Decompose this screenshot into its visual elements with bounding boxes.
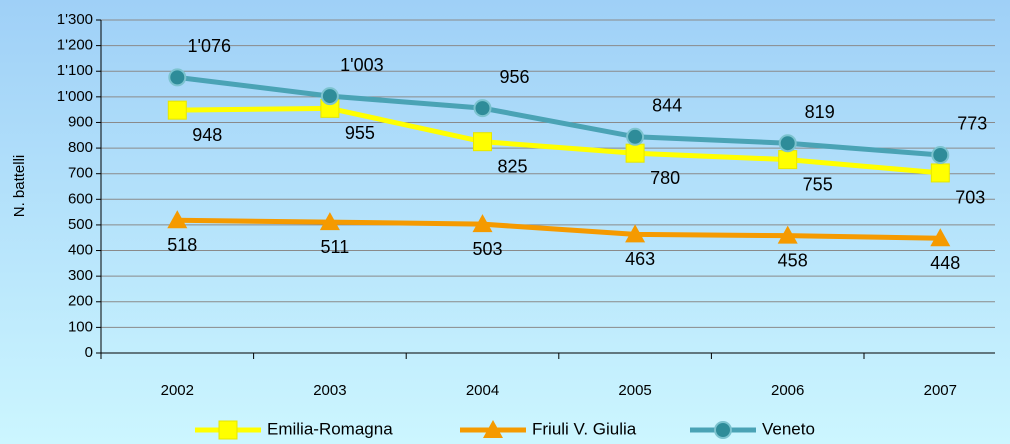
marker bbox=[472, 214, 493, 233]
series-line bbox=[177, 217, 941, 241]
y-axis-label: N. battelli bbox=[11, 155, 28, 218]
marker bbox=[168, 68, 187, 87]
marker bbox=[777, 225, 798, 244]
marker bbox=[625, 143, 645, 163]
x-tick-label: 2004 bbox=[466, 382, 499, 399]
legend-label: Friuli V. Giulia bbox=[532, 419, 637, 438]
data-label: 955 bbox=[345, 123, 375, 143]
y-tick-label: 700 bbox=[68, 165, 93, 182]
y-tick-label: 900 bbox=[68, 113, 93, 130]
data-label: 773 bbox=[957, 114, 987, 134]
x-tick-label: 2002 bbox=[161, 382, 194, 399]
y-tick-label: 1'200 bbox=[57, 37, 93, 54]
data-label: 518 bbox=[167, 235, 197, 255]
marker bbox=[931, 145, 950, 164]
data-label: 503 bbox=[472, 239, 502, 259]
marker bbox=[625, 224, 646, 243]
marker bbox=[473, 99, 492, 118]
legend-marker bbox=[218, 420, 238, 440]
y-tick-label: 100 bbox=[68, 318, 93, 335]
y-tick-label: 1'000 bbox=[57, 88, 93, 105]
legend-label: Emilia-Romagna bbox=[267, 419, 393, 438]
marker bbox=[930, 228, 951, 247]
y-tick-label: 400 bbox=[68, 242, 93, 259]
data-label: 448 bbox=[930, 253, 960, 273]
y-tick-label: 300 bbox=[68, 267, 93, 284]
marker bbox=[473, 132, 492, 152]
data-label: 1'076 bbox=[188, 36, 231, 56]
data-label: 825 bbox=[497, 156, 527, 176]
y-tick-label: 500 bbox=[68, 216, 93, 233]
marker bbox=[930, 163, 950, 183]
marker bbox=[626, 127, 645, 146]
data-label: 956 bbox=[499, 67, 529, 87]
data-label: 1'003 bbox=[340, 55, 383, 75]
data-label: 458 bbox=[778, 250, 808, 270]
marker bbox=[167, 100, 187, 120]
x-tick-label: 2007 bbox=[924, 382, 957, 399]
y-tick-label: 1'300 bbox=[57, 11, 93, 28]
marker bbox=[319, 212, 340, 231]
data-label: 755 bbox=[803, 174, 833, 194]
y-tick-label: 0 bbox=[85, 344, 93, 361]
marker bbox=[778, 150, 798, 170]
data-label: 463 bbox=[625, 249, 655, 269]
y-tick-label: 1'100 bbox=[57, 62, 93, 79]
marker bbox=[778, 134, 797, 153]
series-line bbox=[177, 105, 941, 176]
data-label: 511 bbox=[321, 237, 350, 257]
data-label: 844 bbox=[652, 96, 682, 116]
y-tick-label: 200 bbox=[68, 293, 93, 310]
x-tick-label: 2003 bbox=[313, 382, 346, 399]
data-label: 780 bbox=[650, 168, 680, 188]
legend-label: Veneto bbox=[762, 419, 815, 438]
data-label: 703 bbox=[955, 188, 985, 208]
x-tick-label: 2006 bbox=[771, 382, 804, 399]
data-label: 948 bbox=[192, 125, 222, 145]
marker bbox=[320, 87, 339, 106]
legend-marker bbox=[483, 420, 503, 438]
series-line bbox=[176, 74, 941, 158]
legend-marker bbox=[714, 421, 732, 439]
x-tick-label: 2005 bbox=[618, 382, 651, 399]
y-tick-label: 800 bbox=[68, 139, 93, 156]
marker bbox=[167, 210, 188, 229]
y-tick-label: 600 bbox=[68, 190, 93, 207]
data-label: 819 bbox=[805, 102, 835, 122]
